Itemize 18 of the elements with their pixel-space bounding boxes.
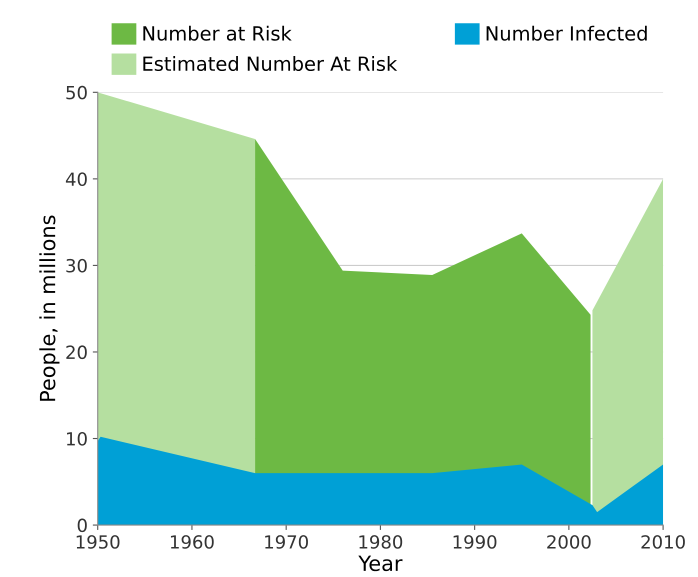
- legend-label: Number at Risk: [143, 26, 292, 41]
- x-tick-label: 2000: [547, 535, 591, 549]
- legend-label: Estimated Number At Risk: [143, 56, 398, 72]
- y-tick-label: 0: [78, 518, 87, 532]
- x-tick-label: 2010: [641, 535, 685, 549]
- legend-label: Number Infected: [486, 26, 647, 41]
- y-tick-label: 20: [66, 345, 87, 360]
- x-tick-label: 1950: [76, 535, 120, 549]
- x-tick-label: 1970: [265, 535, 308, 549]
- x-tick-label: 1990: [454, 535, 496, 549]
- x-tick-label: 1980: [359, 535, 402, 549]
- y-axis-title: People, in millions: [39, 216, 60, 401]
- y-tick-label: 50: [66, 86, 87, 100]
- y-tick-label: 10: [67, 432, 87, 446]
- x-axis-title: Year: [358, 556, 402, 572]
- y-tick-label: 40: [66, 172, 87, 186]
- x-tick-label: 1960: [170, 535, 214, 549]
- y-tick-label: 30: [66, 258, 87, 273]
